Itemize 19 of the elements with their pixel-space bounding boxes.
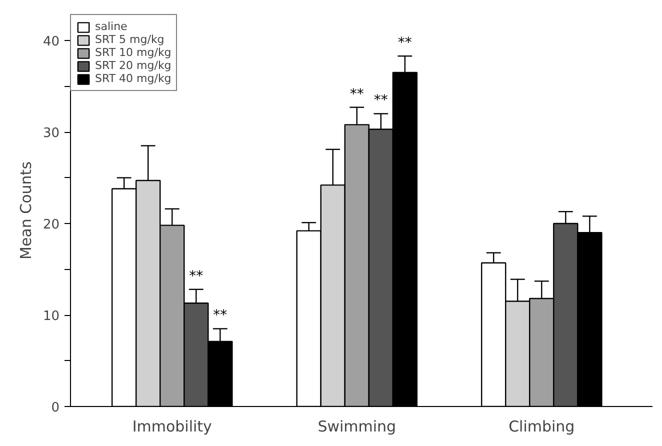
data-label: ** bbox=[213, 308, 228, 324]
legend-label: SRT 5 mg/kg bbox=[95, 33, 164, 46]
x-tick-label: Immobility bbox=[132, 418, 212, 436]
y-tick-label: 30 bbox=[42, 126, 60, 141]
data-label: ** bbox=[374, 92, 388, 109]
y-tick-label: 10 bbox=[42, 309, 60, 324]
legend-label: SRT 10 mg/kg bbox=[95, 46, 172, 59]
data-label: ** bbox=[189, 268, 204, 284]
legend-label: SRT 20 mg/kg bbox=[95, 59, 172, 72]
y-tick-label: 0 bbox=[51, 400, 60, 416]
data-label: ** bbox=[398, 35, 412, 52]
x-tick-label: Swimming bbox=[318, 418, 396, 436]
legend-label: saline bbox=[95, 20, 128, 33]
x-tick-label: Climbing bbox=[508, 418, 575, 436]
legend-label: SRT 40 mg/kg bbox=[95, 72, 172, 85]
data-label: ** bbox=[350, 86, 364, 102]
y-axis-title: Mean Counts bbox=[16, 161, 35, 260]
y-tick-label: 40 bbox=[42, 34, 60, 50]
y-tick-label: 20 bbox=[42, 218, 60, 232]
